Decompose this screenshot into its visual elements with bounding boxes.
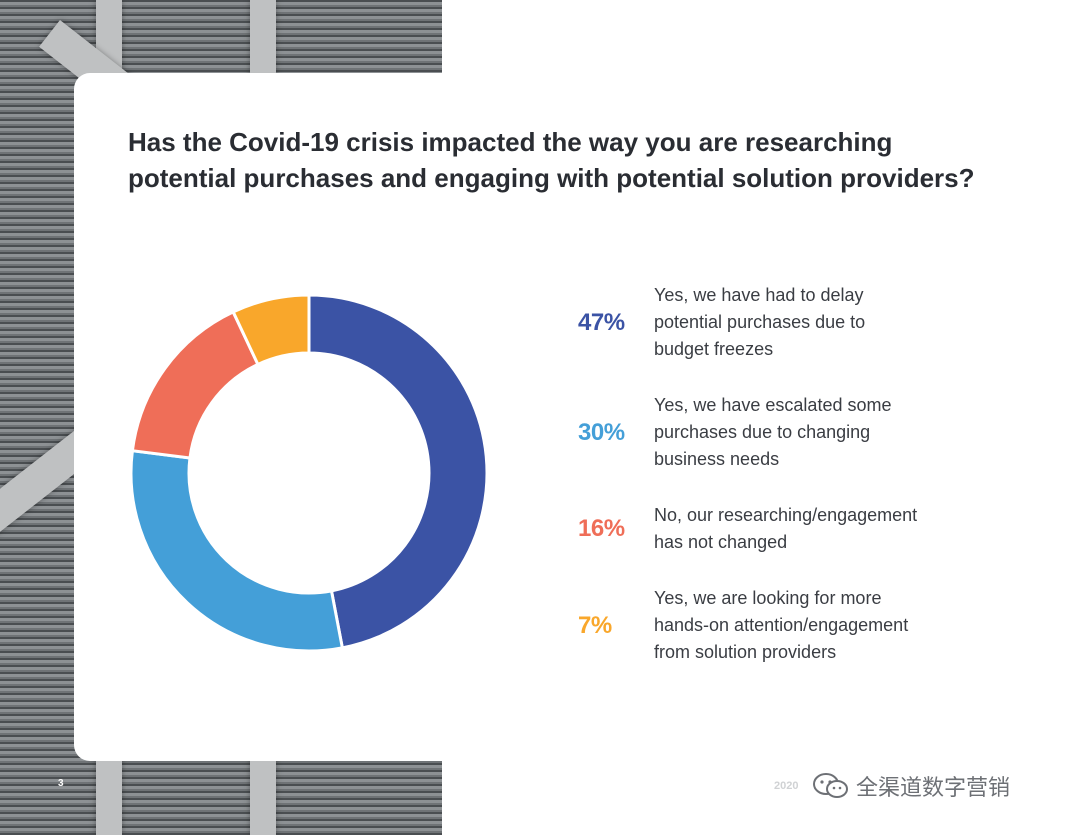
watermark-text: 全渠道数字营销 xyxy=(856,775,1011,800)
legend-item: 7% Yes, we are looking for more hands-on… xyxy=(578,585,1018,666)
question-title: Has the Covid-19 crisis impacted the way… xyxy=(128,127,975,193)
page-number: 3 xyxy=(58,778,64,789)
legend-percent: 47% xyxy=(578,308,625,336)
legend-item: 16% No, our researching/engagement has n… xyxy=(578,502,1018,556)
donut-chart xyxy=(129,293,489,653)
legend-percent: 30% xyxy=(578,418,625,446)
legend: 47% Yes, we have had to delay potential … xyxy=(578,282,1018,666)
legend-label: Yes, we have had to delay potential purc… xyxy=(654,285,866,359)
donut-slice xyxy=(129,449,345,653)
watermark: 全渠道数字营销 xyxy=(812,770,1010,802)
legend-label: Yes, we have escalated some purchases du… xyxy=(654,395,892,469)
donut-slice xyxy=(231,293,311,367)
legend-item: 47% Yes, we have had to delay potential … xyxy=(578,282,1018,363)
legend-label: Yes, we are looking for more hands-on at… xyxy=(654,588,909,662)
content-card xyxy=(74,73,1080,761)
footer-year: 2020 xyxy=(774,780,799,792)
wechat-logo-icon xyxy=(813,773,848,798)
legend-percent: 16% xyxy=(578,515,625,542)
donut-slice xyxy=(130,309,260,460)
legend-label: No, our researching/engagement has not c… xyxy=(654,505,918,552)
legend-item: 30% Yes, we have escalated some purchase… xyxy=(578,392,1018,473)
donut-slice xyxy=(307,293,489,650)
legend-percent: 7% xyxy=(578,611,612,639)
